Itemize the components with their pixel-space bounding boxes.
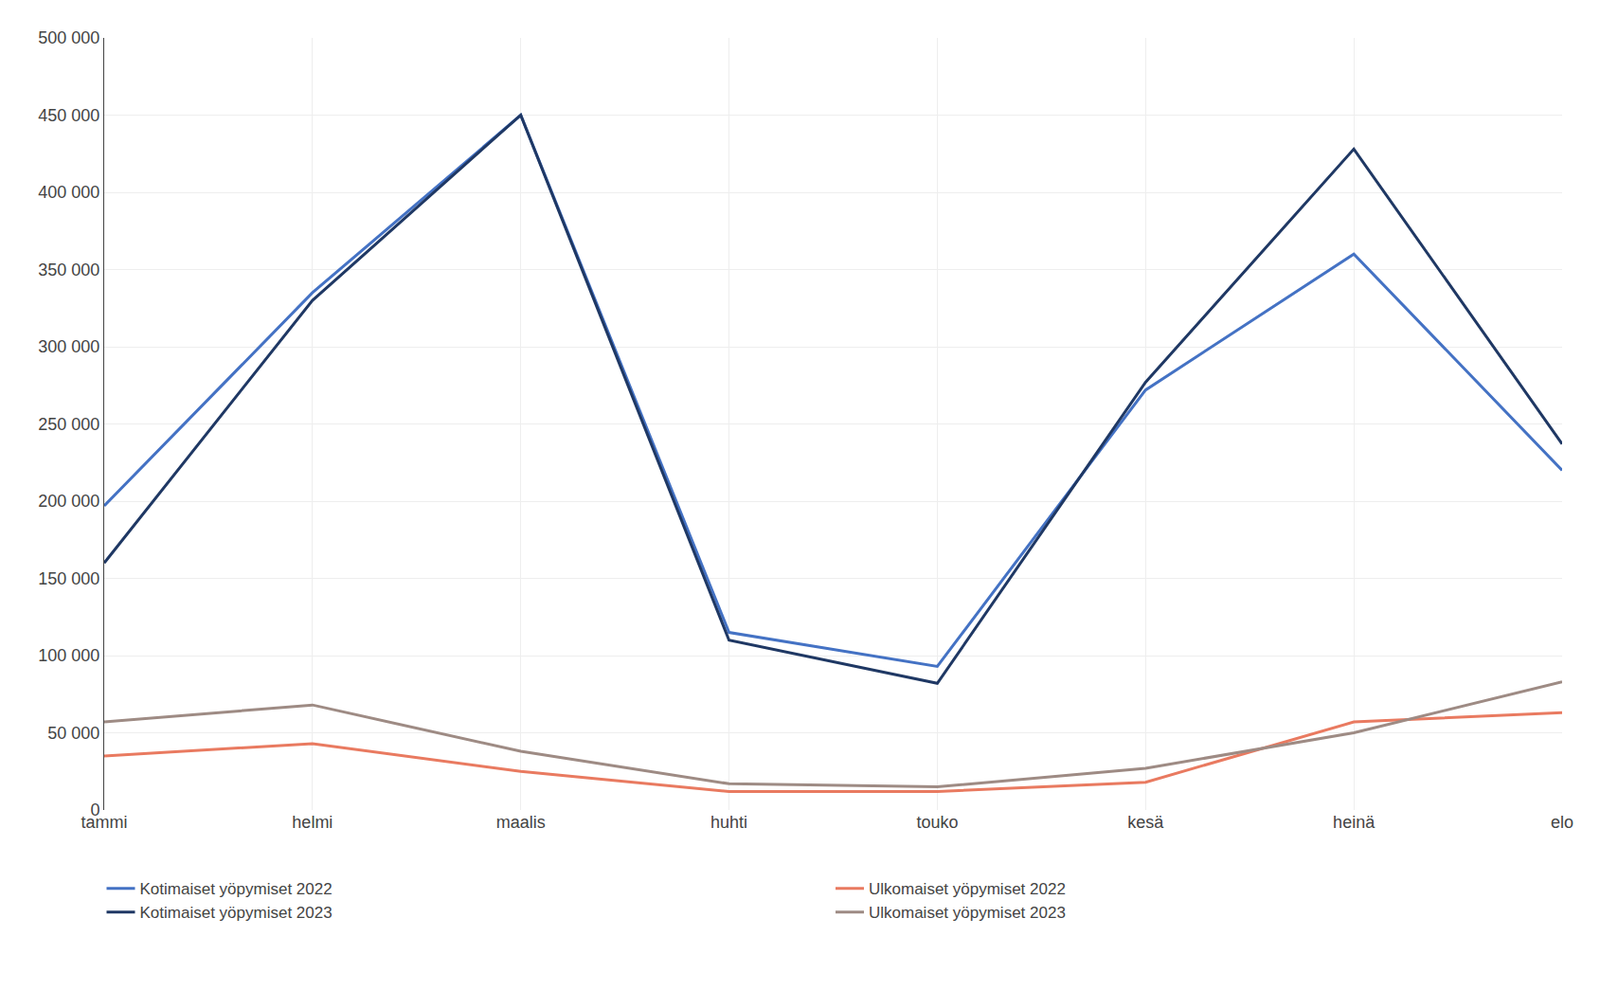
svg-text:heinä: heinä — [1332, 812, 1376, 832]
svg-text:helmi: helmi — [291, 812, 333, 832]
svg-text:400 000: 400 000 — [37, 182, 100, 202]
svg-text:300 000: 300 000 — [37, 337, 100, 357]
svg-text:touko: touko — [916, 812, 958, 832]
svg-text:elo: elo — [1550, 812, 1574, 832]
svg-text:100 000: 100 000 — [37, 646, 100, 666]
svg-text:Ulkomaiset yöpymiset 2023: Ulkomaiset yöpymiset 2023 — [868, 903, 1066, 922]
svg-text:200 000: 200 000 — [37, 491, 100, 511]
svg-text:250 000: 250 000 — [37, 414, 100, 434]
svg-text:maalis: maalis — [496, 812, 546, 832]
svg-text:Ulkomaiset yöpymiset 2022: Ulkomaiset yöpymiset 2022 — [868, 880, 1066, 899]
svg-text:tammi: tammi — [81, 812, 128, 832]
svg-text:huhti: huhti — [710, 812, 748, 832]
svg-text:0: 0 — [89, 800, 100, 820]
svg-text:500 000: 500 000 — [37, 28, 100, 48]
svg-text:150 000: 150 000 — [37, 569, 100, 589]
svg-text:Kotimaiset yöpymiset 2022: Kotimaiset yöpymiset 2022 — [140, 880, 333, 899]
svg-text:50 000: 50 000 — [47, 723, 100, 743]
svg-text:Kotimaiset yöpymiset 2023: Kotimaiset yöpymiset 2023 — [140, 903, 333, 922]
svg-text:450 000: 450 000 — [37, 106, 100, 126]
svg-text:350 000: 350 000 — [37, 260, 100, 280]
svg-text:kesä: kesä — [1127, 812, 1165, 832]
